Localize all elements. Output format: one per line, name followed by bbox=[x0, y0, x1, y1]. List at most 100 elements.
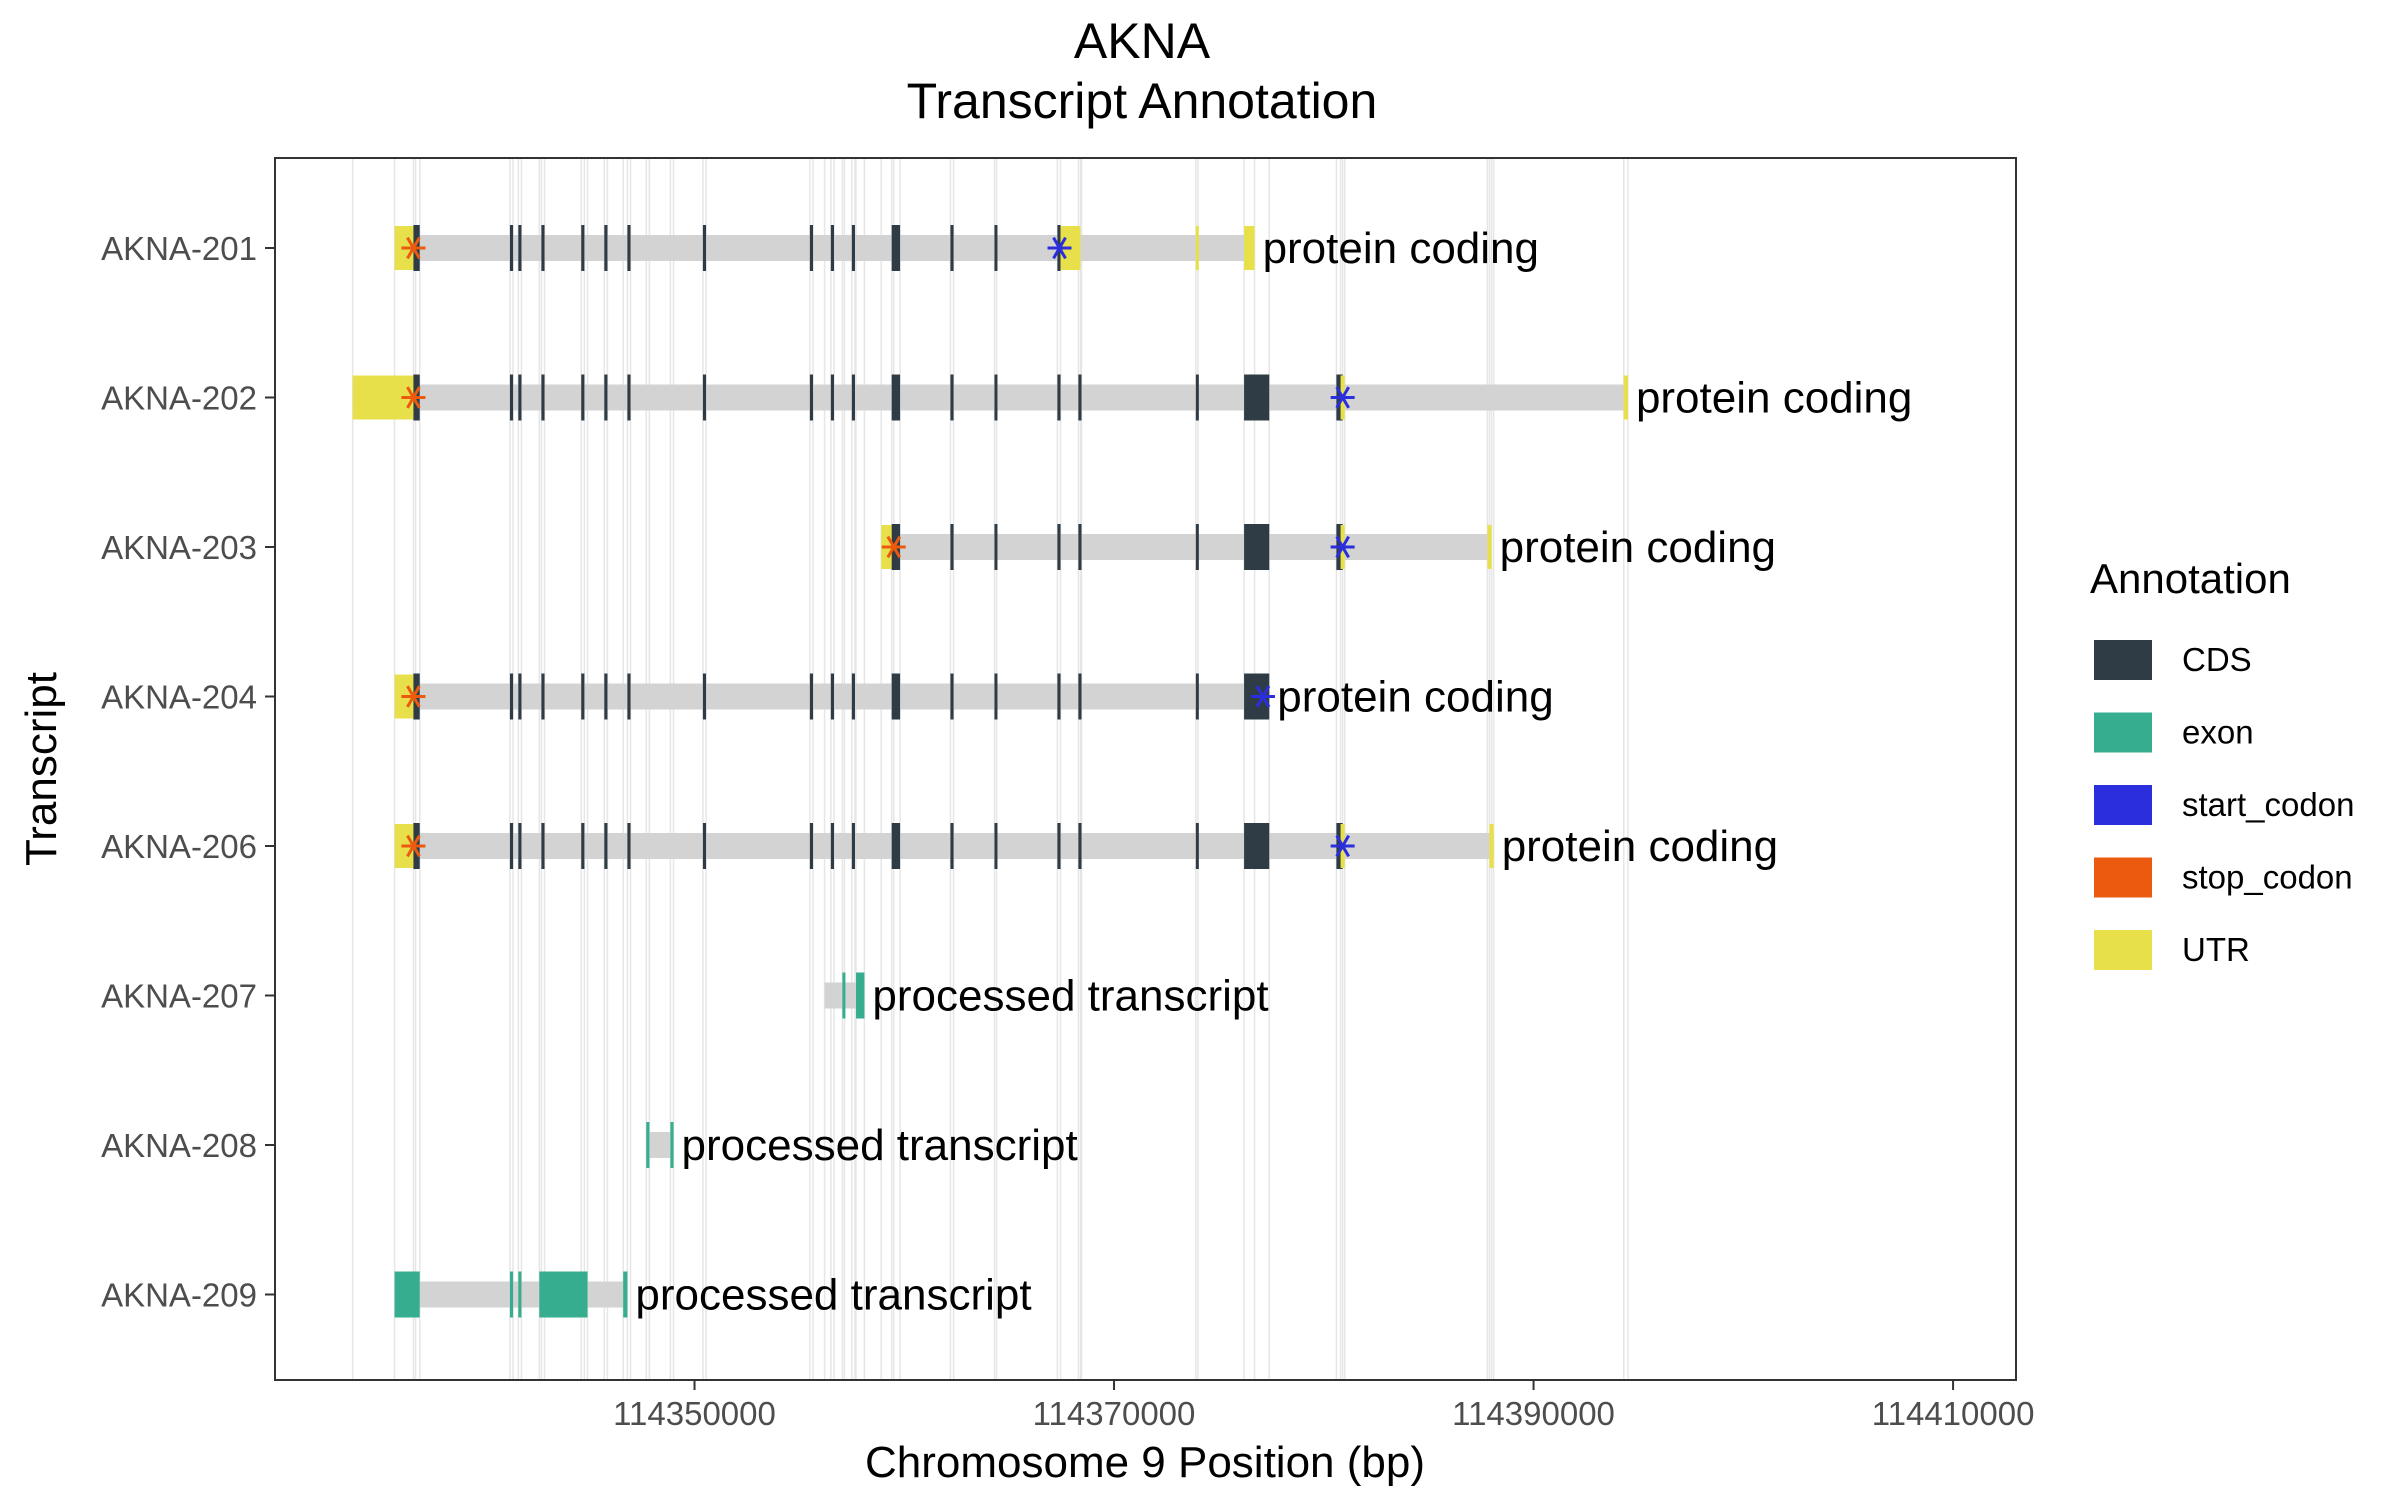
cds-block bbox=[627, 823, 631, 869]
cds-block bbox=[541, 225, 545, 271]
start-codon-marker bbox=[1330, 535, 1355, 559]
cds-block bbox=[830, 823, 835, 869]
legend-title: Annotation bbox=[2090, 555, 2291, 602]
cds-block bbox=[1195, 823, 1199, 869]
cds-block bbox=[627, 225, 631, 271]
cds-block bbox=[994, 225, 998, 271]
exon-block bbox=[670, 1122, 674, 1168]
cds-block bbox=[950, 524, 954, 570]
x-tick-label: 114410000 bbox=[1872, 1395, 2035, 1432]
y-axis-title: Transcript bbox=[17, 672, 66, 866]
codon-markers bbox=[401, 236, 1355, 858]
cds-block bbox=[851, 823, 855, 869]
codon-star-stroke bbox=[886, 535, 902, 559]
codon-star-stroke bbox=[406, 386, 421, 409]
y-tick-label: AKNA-201 bbox=[101, 230, 257, 267]
x-tick-label: 114370000 bbox=[1033, 1395, 1196, 1432]
exon-block bbox=[856, 972, 865, 1019]
cds-block bbox=[581, 374, 585, 421]
intron-bar bbox=[352, 384, 1628, 411]
legend-key bbox=[2094, 640, 2152, 680]
cds-block bbox=[1057, 823, 1061, 869]
biotype-label: protein coding bbox=[1263, 224, 1539, 273]
cds-block bbox=[1244, 823, 1270, 869]
cds-block bbox=[604, 823, 608, 869]
y-tick-label: AKNA-208 bbox=[101, 1127, 257, 1164]
legend-label: exon bbox=[2182, 714, 2254, 751]
legend-label: CDS bbox=[2182, 641, 2252, 678]
chart-title-line-2: Transcript Annotation bbox=[907, 73, 1378, 129]
cds-block bbox=[627, 673, 631, 720]
codon-star-stroke bbox=[1255, 685, 1271, 708]
cds-block bbox=[950, 374, 954, 421]
cds-block bbox=[1195, 524, 1199, 570]
cds-block bbox=[994, 374, 998, 421]
cds-block bbox=[1195, 374, 1199, 421]
cds-block bbox=[1244, 524, 1270, 570]
x-axis-title: Chromosome 9 Position (bp) bbox=[865, 1438, 1425, 1487]
cds-block bbox=[604, 673, 608, 720]
intron-bar bbox=[646, 1132, 674, 1158]
cds-block bbox=[581, 673, 585, 720]
biotype-label: processed transcript bbox=[682, 1121, 1078, 1170]
cds-block bbox=[809, 673, 814, 720]
codon-star-stroke bbox=[406, 236, 421, 260]
exon-block bbox=[518, 1271, 522, 1318]
stop-codon-marker bbox=[401, 236, 426, 260]
cds-block bbox=[1078, 673, 1082, 720]
exon-block bbox=[842, 972, 846, 1019]
cds-block bbox=[518, 823, 522, 869]
cds-block bbox=[702, 673, 707, 720]
cds-block bbox=[1078, 524, 1082, 570]
intron-bar bbox=[394, 235, 1255, 261]
cds-block bbox=[581, 225, 585, 271]
exon-block bbox=[623, 1271, 628, 1318]
y-axis-ticks: AKNA-209 AKNA-208 AKNA-207 AKNA-206 AKNA-204… bbox=[101, 230, 275, 1314]
cds-block bbox=[891, 225, 901, 271]
cds-block bbox=[518, 374, 522, 421]
chart-title-line-1: AKNA bbox=[1074, 13, 1211, 69]
cds-block bbox=[851, 225, 855, 271]
cds-block bbox=[891, 823, 901, 869]
biotype-label: protein coding bbox=[1500, 523, 1776, 572]
cds-block bbox=[994, 524, 998, 570]
cds-block bbox=[830, 673, 835, 720]
cds-block bbox=[851, 374, 855, 421]
start-codon-marker bbox=[1250, 685, 1275, 708]
plot-panel-border bbox=[274, 157, 2017, 1381]
y-tick-label: AKNA-207 bbox=[101, 978, 257, 1015]
cds-block bbox=[541, 673, 545, 720]
cds-block bbox=[950, 673, 954, 720]
cds-block bbox=[950, 823, 954, 869]
codon-star-stroke bbox=[406, 685, 421, 708]
y-tick-label: AKNA-203 bbox=[101, 529, 257, 566]
grid-lines bbox=[351, 158, 1629, 1380]
exon-block bbox=[394, 1271, 420, 1318]
utr-block bbox=[1195, 226, 1199, 270]
intron-bar bbox=[394, 833, 1494, 859]
utr-block bbox=[1489, 824, 1494, 868]
stop-codon-marker bbox=[401, 386, 426, 409]
biotype-label: protein coding bbox=[1636, 374, 1912, 423]
cds-block bbox=[1078, 374, 1082, 421]
codon-star-stroke bbox=[1335, 535, 1350, 559]
codon-star-stroke bbox=[1335, 386, 1350, 409]
intron-bar bbox=[881, 534, 1492, 560]
cds-block bbox=[541, 374, 545, 421]
cds-block bbox=[1244, 374, 1270, 421]
x-axis-ticks: 114350000 114370000 114390000 114410000 bbox=[613, 1380, 2034, 1432]
cds-block bbox=[830, 225, 835, 271]
legend: Annotation CDS exon start_codon stop_codon U… bbox=[2090, 555, 2354, 970]
start-codon-marker bbox=[1047, 236, 1072, 260]
utr-block bbox=[1487, 525, 1492, 569]
cds-block bbox=[994, 673, 998, 720]
cds-block bbox=[1057, 673, 1061, 720]
start-codon-marker bbox=[1330, 834, 1355, 858]
biotype-labels: processed transcript processed transcript… bbox=[635, 224, 1912, 1320]
legend-label: UTR bbox=[2182, 931, 2250, 968]
cds-block bbox=[809, 225, 814, 271]
intron-bars bbox=[352, 235, 1628, 1308]
cds-block bbox=[830, 374, 835, 421]
legend-key bbox=[2094, 712, 2152, 753]
cds-block bbox=[994, 823, 998, 869]
